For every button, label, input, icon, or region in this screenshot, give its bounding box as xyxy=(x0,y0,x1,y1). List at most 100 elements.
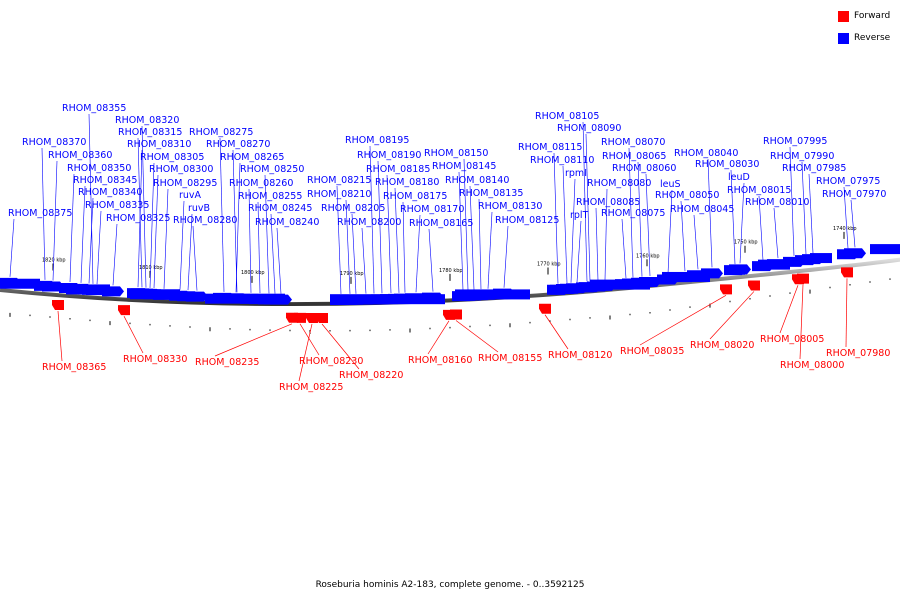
reverse-gene-block xyxy=(130,289,180,300)
forward-gene-arrow[interactable] xyxy=(52,299,64,310)
gene-leader-line xyxy=(299,323,320,356)
reverse-gene-label: RHOM_07970 xyxy=(822,189,886,200)
reverse-gene-label: RHOM_08300 xyxy=(149,164,213,175)
genome-caption: Roseburia hominis A2-183, complete genom… xyxy=(315,580,585,590)
gene-leader-line xyxy=(850,199,856,248)
gene-leader-line xyxy=(369,145,375,294)
reverse-gene-label: RHOM_08325 xyxy=(106,213,170,224)
reverse-gene-label: RHOM_08275 xyxy=(189,127,253,138)
gene-leader-line xyxy=(192,225,198,291)
gene-leader-line xyxy=(427,320,450,355)
reverse-gene-label: RHOM_08370 xyxy=(22,137,86,148)
gene-leader-line xyxy=(80,185,86,283)
gene-leader-line xyxy=(276,227,282,294)
forward-gene-arrow[interactable] xyxy=(841,267,853,278)
reverse-gene-arrow[interactable] xyxy=(844,248,866,259)
reverse-gene-block xyxy=(205,293,285,304)
reverse-gene-label: RHOM_08140 xyxy=(445,175,509,186)
reverse-gene-label: RHOM_08085 xyxy=(576,197,640,208)
reverse-gene-label: RHOM_08210 xyxy=(307,189,371,200)
reverse-gene-label: RHOM_08335 xyxy=(85,200,149,211)
gene-tracks xyxy=(0,244,900,323)
ruler-tick-label: 1780 kbp xyxy=(439,268,463,274)
gene-leader-line xyxy=(570,178,576,283)
gene-leader-line xyxy=(112,223,118,286)
gene-leader-line xyxy=(789,146,795,256)
gene-leader-line xyxy=(232,149,238,293)
reverse-gene-label: RHOM_08015 xyxy=(727,185,791,196)
gene-labels: RHOM_08375 RHOM_08370 RHOM_08360 RHOM_08355… xyxy=(8,103,890,393)
forward-gene-label: RHOM_07980 xyxy=(826,348,890,359)
reverse-gene-label: RHOM_08180 xyxy=(375,177,439,188)
reverse-gene-label: RHOM_08090 xyxy=(557,123,621,134)
forward-gene-label: RHOM_08220 xyxy=(339,370,403,381)
ruler-tick-label: 1800 kbp xyxy=(241,270,265,276)
reverse-gene-label: rpmI xyxy=(565,168,587,179)
gene-leader-line xyxy=(163,188,169,289)
reverse-gene-label: leuD xyxy=(728,172,750,183)
gene-leader-line xyxy=(69,173,75,282)
reverse-gene-arrow[interactable] xyxy=(42,281,64,292)
forward-gene-label: RHOM_08365 xyxy=(42,362,106,373)
gene-leader-line xyxy=(801,161,807,255)
gene-leader-line xyxy=(845,278,848,348)
gene-leader-line xyxy=(153,174,159,289)
reverse-gene-label: RHOM_08070 xyxy=(601,137,665,148)
forward-gene-label: RHOM_08000 xyxy=(780,360,844,371)
forward-gene-arrow[interactable] xyxy=(797,273,809,284)
reverse-gene-arrow[interactable] xyxy=(186,291,208,302)
gene-leader-line xyxy=(693,214,699,270)
reverse-gene-block xyxy=(730,264,745,275)
forward-gene-arrow[interactable] xyxy=(306,312,318,323)
ruler-tick-label: 1740 kbp xyxy=(833,226,857,232)
gene-leader-line xyxy=(123,315,144,354)
forward-gene-arrow[interactable] xyxy=(118,305,130,316)
gene-leader-line xyxy=(544,314,569,350)
reverse-gene-label: RHOM_08065 xyxy=(602,151,666,162)
gene-leader-line xyxy=(394,187,400,293)
forward-gene-label: RHOM_08005 xyxy=(760,334,824,345)
gene-leader-line xyxy=(637,161,643,277)
reverse-gene-label: RHOM_08080 xyxy=(587,178,651,189)
forward-gene-arrow[interactable] xyxy=(539,303,551,314)
reverse-gene-block xyxy=(0,278,40,289)
gene-leader-line xyxy=(9,218,15,277)
forward-gene-arrow[interactable] xyxy=(720,284,732,295)
gene-leader-line xyxy=(680,200,686,272)
gene-leader-line xyxy=(469,185,475,290)
forward-gene-arrow[interactable] xyxy=(294,312,306,323)
gene-leader-line xyxy=(336,185,342,294)
gene-leader-line xyxy=(361,227,367,294)
reverse-gene-label: RHOM_08165 xyxy=(409,218,473,229)
gene-leader-line xyxy=(187,213,193,291)
reverse-gene-label: RHOM_08270 xyxy=(206,139,270,150)
reverse-gene-label: RHOM_08045 xyxy=(670,204,734,215)
gene-leader-line xyxy=(214,323,293,357)
reverse-gene-label: RHOM_08145 xyxy=(432,161,496,172)
gene-leader-line xyxy=(137,149,143,288)
legend-forward-label: Forward xyxy=(854,11,891,21)
gene-leader-line xyxy=(179,200,185,290)
gene-leader-line xyxy=(808,173,814,254)
gene-leader-line xyxy=(345,199,351,294)
gene-leader-line xyxy=(270,213,276,294)
reverse-gene-label: RHOM_08280 xyxy=(173,215,237,226)
reverse-gene-label: RHOM_08190 xyxy=(357,150,421,161)
forward-gene-label: RHOM_08120 xyxy=(548,350,612,361)
gene-leader-line xyxy=(478,198,482,290)
forward-gene-label: RHOM_08155 xyxy=(478,353,542,364)
reverse-gene-block xyxy=(870,244,900,255)
gene-leader-line xyxy=(843,186,849,249)
gene-leader-line xyxy=(576,220,582,283)
reverse-gene-label: RHOM_08265 xyxy=(220,152,284,163)
gene-leader-line xyxy=(149,162,155,288)
forward-gene-arrow[interactable] xyxy=(316,312,328,323)
ruler-tick-label: 1770 kbp xyxy=(537,262,561,268)
forward-gene-arrow[interactable] xyxy=(450,309,462,320)
gene-leader-line xyxy=(96,210,102,285)
forward-gene-arrow[interactable] xyxy=(748,280,760,291)
reverse-gene-label: RHOM_08310 xyxy=(127,139,191,150)
gene-leader-line xyxy=(57,310,63,362)
gene-leader-line xyxy=(257,201,261,294)
